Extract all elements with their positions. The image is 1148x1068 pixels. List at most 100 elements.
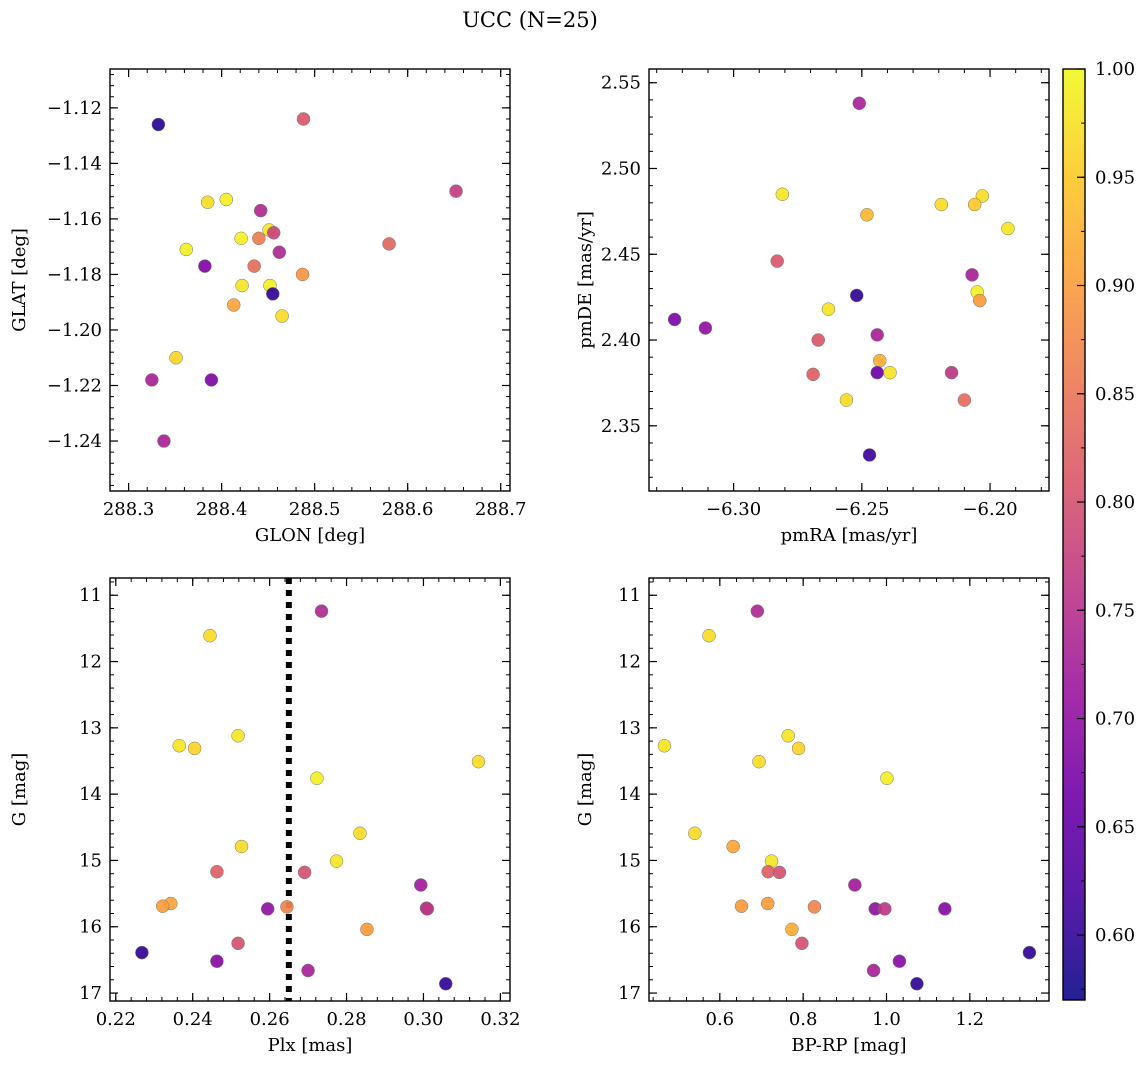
scatter-point — [420, 902, 435, 916]
scatter-point — [231, 936, 245, 951]
scatter-point — [266, 287, 280, 301]
scatter-point — [275, 309, 289, 323]
scatter-point — [210, 954, 224, 968]
scatter-point — [253, 203, 268, 218]
scatter-point — [967, 197, 982, 212]
y-tick-label: 14 — [618, 784, 641, 805]
x-tick-label: 1.2 — [956, 1009, 985, 1030]
scatter-point — [266, 226, 281, 240]
scatter-point — [226, 298, 241, 312]
scatter-point — [866, 963, 881, 978]
plot-frame — [648, 577, 1050, 1002]
scatter-point — [734, 899, 749, 913]
colorbar-tick-label: 1.00 — [1095, 59, 1135, 80]
scatter-point — [301, 963, 315, 978]
y-tick-label: 16 — [79, 917, 102, 938]
y-tick-label: 11 — [618, 585, 641, 606]
x-tick-label: −6.20 — [962, 499, 1017, 520]
y-tick-label: −1.22 — [47, 376, 102, 397]
scatter-point — [806, 367, 820, 382]
scatter-point — [688, 826, 702, 841]
scatter-point — [414, 878, 428, 892]
x-tick-label: 288.3 — [103, 499, 155, 520]
scatter-point — [975, 189, 990, 203]
y-tick-label: 17 — [618, 983, 641, 1004]
scatter-point — [329, 854, 344, 868]
scatter-point — [807, 900, 822, 914]
minor-ticks — [649, 69, 1049, 491]
x-tick-label: 1.0 — [872, 1009, 901, 1030]
scatter-point — [135, 945, 149, 960]
scatter-point — [310, 771, 324, 785]
y-tick-label: 12 — [79, 652, 102, 673]
x-axis-label: BP-RP [mag] — [791, 1035, 906, 1056]
colorbar-tick-label: 0.60 — [1095, 925, 1135, 946]
colorbar-gradient — [1063, 69, 1085, 1000]
y-tick-label: 12 — [618, 652, 641, 673]
scatter-point — [878, 902, 892, 916]
y-tick-label: 11 — [79, 585, 102, 606]
scatter-point — [200, 195, 215, 210]
panel-top-left: 288.3 288.4 288.5 288.6 288.7 −1.12 −1.14 −1.16… — [9, 68, 527, 546]
y-axis-label: GLAT [deg] — [9, 228, 30, 332]
panel-top-right: −6.30 −6.25 −6.20 2.35 2.40 2.45 2.50 2.55 pmRA … — [575, 68, 1050, 546]
scatter-point — [702, 628, 716, 643]
y-tick-label: −1.24 — [47, 431, 102, 452]
x-axis-label: GLON [deg] — [255, 525, 365, 546]
scatter-point — [811, 333, 825, 347]
scatter-point — [785, 922, 799, 937]
scatter-point — [870, 365, 884, 380]
scatter-point — [234, 839, 249, 854]
minor-ticks — [110, 69, 510, 491]
figure-title: UCC (N=25) — [462, 8, 598, 32]
scatter-point — [934, 197, 949, 212]
y-tick-label: 2.50 — [601, 158, 641, 179]
minor-ticks — [110, 578, 510, 1001]
colorbar-tick-label: 0.85 — [1095, 384, 1135, 405]
scatter-point — [471, 754, 486, 769]
scatter-point — [860, 208, 874, 222]
scatter-point — [892, 954, 907, 968]
x-tick-label: −6.25 — [834, 499, 889, 520]
y-tick-label: 15 — [79, 850, 102, 871]
x-tick-label: 288.7 — [475, 499, 527, 520]
panels: 288.3 288.4 288.5 288.6 288.7 −1.12 −1.14 −1.16… — [9, 68, 1050, 1056]
scatter-point — [973, 293, 987, 308]
scatter-point — [360, 922, 374, 937]
colorbar-tick-label: 0.65 — [1095, 817, 1135, 838]
scatter-point — [852, 96, 867, 111]
scatter-point — [179, 242, 194, 257]
scatter-point — [657, 738, 672, 753]
x-tick-label: 0.32 — [480, 1009, 520, 1030]
y-tick-label: 13 — [618, 718, 641, 739]
scatter-point — [234, 231, 248, 246]
x-tick-label: 0.30 — [403, 1009, 443, 1030]
scatter-point — [849, 288, 864, 303]
x-tick-label: 0.26 — [250, 1009, 290, 1030]
scatter-point — [204, 373, 219, 387]
x-tick-label: 288.4 — [196, 499, 248, 520]
scatter-point — [280, 900, 294, 914]
scatter-point — [353, 826, 367, 841]
scatter-point — [157, 434, 171, 448]
y-tick-label: 2.55 — [601, 73, 641, 94]
scatter-point — [965, 268, 979, 282]
x-tick-label: 0.6 — [706, 1009, 735, 1030]
y-tick-label: 15 — [618, 850, 641, 871]
x-tick-label: 0.22 — [96, 1009, 136, 1030]
scatter-point — [880, 771, 894, 785]
scatter-point — [169, 350, 183, 365]
y-tick-label: 13 — [79, 718, 102, 739]
y-tick-label: −1.12 — [47, 98, 102, 119]
scatter-point — [957, 393, 972, 407]
scatter-point — [944, 365, 959, 380]
scatter-point — [210, 864, 224, 879]
y-axis-label: pmDE [mas/yr] — [575, 211, 596, 349]
x-axis-label: pmRA [mas/yr] — [781, 525, 918, 546]
x-axis-label: Plx [mas] — [268, 1035, 353, 1056]
y-tick-label: 16 — [618, 917, 641, 938]
scatter-point — [883, 365, 897, 380]
scatter-point — [775, 187, 790, 201]
colorbar-tick-label: 0.70 — [1095, 709, 1135, 730]
